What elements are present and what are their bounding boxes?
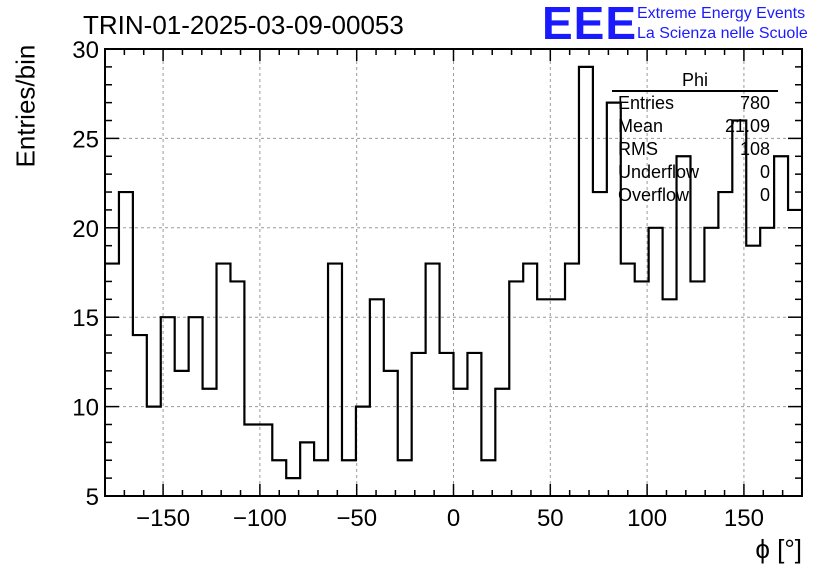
stats-value: 0	[759, 162, 770, 182]
histogram-bin	[774, 156, 788, 496]
histogram-bin	[300, 442, 314, 496]
x-tick-label: −100	[233, 505, 287, 532]
histogram-bin	[370, 299, 384, 496]
histogram-bin	[663, 299, 677, 496]
histogram-bin	[230, 281, 244, 496]
x-tick-label: 100	[627, 505, 667, 532]
histogram-bin	[551, 299, 565, 496]
histogram-bin	[718, 192, 732, 496]
chart-title: TRIN-01-2025-03-09-00053	[83, 10, 404, 40]
stats-value: 21.09	[724, 116, 770, 136]
histogram-bin	[509, 281, 523, 496]
histogram-bin	[760, 228, 774, 496]
histogram-bin	[398, 460, 412, 496]
stats-box: Phi Entries 780 Mean 21.09 RMS 108 Underflo…	[612, 70, 778, 207]
histogram-bin	[746, 246, 760, 496]
stats-value: 0	[759, 185, 770, 205]
logo-caption: Extreme Energy Events La Scienza nelle S…	[637, 4, 808, 44]
histogram-bin	[677, 156, 691, 496]
logo-caption-line1: Extreme Energy Events	[637, 5, 806, 22]
histogram-bin	[119, 192, 133, 496]
eee-logo: EEE	[542, 0, 638, 49]
histogram-bin	[105, 264, 119, 496]
histogram-bin	[342, 460, 356, 496]
y-tick-label: 30	[72, 37, 99, 64]
x-tick-label: −50	[336, 505, 377, 532]
x-axis-label: ϕ [°]	[755, 534, 802, 564]
stats-row: Mean 21.09	[612, 115, 778, 138]
histogram-bin	[649, 228, 663, 496]
histogram-bin	[690, 281, 704, 496]
histogram-bin	[356, 407, 370, 496]
y-axis-label: Entries/bin	[10, 44, 41, 168]
histogram-bin	[440, 353, 454, 496]
y-tick-label: 10	[72, 395, 99, 422]
histogram-bin	[523, 264, 537, 496]
stats-label: Entries	[618, 93, 675, 113]
histogram-bin	[217, 264, 231, 496]
histogram-bin	[593, 192, 607, 496]
histogram-bin	[579, 67, 593, 496]
histogram-bin	[481, 460, 495, 496]
x-tick-label: 150	[724, 505, 764, 532]
histogram-bin	[621, 264, 635, 496]
histogram-bin	[203, 389, 217, 496]
histogram-bin	[704, 228, 718, 496]
stats-value: 780	[739, 93, 770, 113]
stats-label: RMS	[618, 139, 658, 159]
histogram-bin	[426, 264, 440, 496]
y-tick-label: 25	[72, 126, 99, 153]
stats-title: Phi	[612, 70, 778, 92]
histogram-bin	[189, 317, 203, 496]
stats-row: Underflow 0	[612, 161, 778, 184]
histogram-bin	[635, 281, 649, 496]
logo-caption-line2: La Scienza nelle Scuole	[637, 25, 808, 42]
histogram-bin	[537, 299, 551, 496]
histogram-bin	[412, 353, 426, 496]
histogram-bin	[147, 407, 161, 496]
histogram-bin	[467, 353, 481, 496]
histogram-bin	[495, 389, 509, 496]
histogram-bin	[454, 389, 468, 496]
stats-label: Underflow	[618, 162, 700, 182]
histogram-bin	[161, 317, 175, 496]
histogram-bin	[565, 264, 579, 496]
histogram-line	[105, 65, 802, 480]
stats-label: Overflow	[618, 185, 690, 205]
x-tick-label: −150	[136, 505, 190, 532]
stats-value: 108	[739, 139, 770, 159]
x-tick-label: 50	[537, 505, 564, 532]
y-tick-label: 15	[72, 305, 99, 332]
histogram-bin	[384, 371, 398, 496]
x-tick-label: 0	[447, 505, 460, 532]
stats-label: Mean	[618, 116, 664, 136]
histogram-bin	[328, 264, 342, 496]
y-tick-label: 5	[86, 484, 99, 511]
histogram-bin	[133, 335, 147, 496]
stats-row: Entries 780	[612, 92, 778, 115]
stats-row: Overflow 0	[612, 184, 778, 207]
histogram-bin	[175, 371, 189, 496]
histogram-bin	[314, 460, 328, 496]
histogram-bin	[244, 424, 258, 496]
y-tick-label: 20	[72, 216, 99, 243]
stats-row: RMS 108	[612, 138, 778, 161]
